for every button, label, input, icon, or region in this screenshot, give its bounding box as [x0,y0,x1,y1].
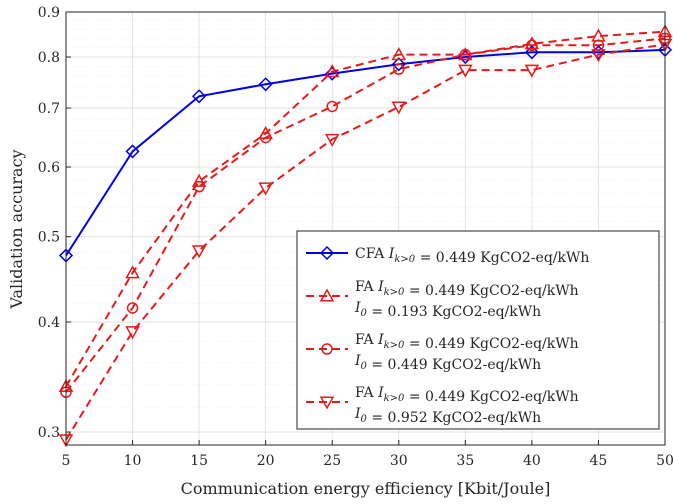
x-tick-label: 15 [190,453,208,469]
y-tick-label: 0.9 [38,5,60,21]
data-point [591,49,606,63]
y-tick-label: 0.3 [38,425,60,441]
legend-entry-1: CFA Ik>0 = 0.449 KgCO2-eq/kWh [306,245,589,266]
data-point [191,245,207,259]
x-tick-label: 35 [456,453,474,469]
series-line-1 [65,48,666,257]
x-tick-label: 20 [257,453,275,469]
x-axis-label: Communication energy efficiency [Kbit/Jo… [181,479,551,498]
data-point [391,101,407,115]
y-tick-label: 0.4 [38,315,60,331]
x-tick-label: 25 [323,453,341,469]
data-point [324,64,340,78]
data-point [125,265,140,279]
series-lines [65,30,666,441]
y-ticks: 0.3 0.4 0.5 0.6 0.7 0.8 0.9 [38,5,71,441]
legend-label: FA Ik>0 = 0.449 KgCO2-eq/kWh [355,385,579,405]
legend: CFA Ik>0 = 0.449 KgCO2-eq/kWh FA Ik>0 = 0… [296,230,660,430]
legend-marker [319,245,335,261]
data-point [326,100,338,113]
data-point [458,64,473,78]
data-point [193,180,205,193]
data-point [391,47,407,61]
data-point [391,57,406,72]
legend-label: I0 = 0.952 KgCO2-eq/kWh [354,406,541,426]
data-point [524,64,540,78]
x-tick-label: 5 [62,453,71,469]
data-point [258,77,273,92]
y-tick-label: 0.5 [38,230,60,246]
legend-label: FA Ik>0 = 0.449 KgCO2-eq/kWh [355,279,579,299]
x-tick-label: 10 [124,453,142,469]
y-tick-label: 0.7 [38,101,60,117]
plot-frame [65,11,666,446]
series-line-2 [65,30,666,387]
data-point [259,131,272,144]
data-point [126,302,139,314]
data-point [125,326,140,340]
legend-box [296,230,660,430]
legend-marker [321,343,333,355]
legend-label: FA Ik>0 = 0.449 KgCO2-eq/kWh [355,332,579,352]
x-tick-label: 50 [656,453,673,469]
data-point [526,39,538,52]
data-point [125,144,140,159]
legend-label: CFA Ik>0 = 0.449 KgCO2-eq/kWh [355,246,589,266]
legend-marker [319,288,335,302]
x-ticks: 5 10 15 20 25 30 35 40 45 50 [62,440,673,469]
series-line-4 [65,43,666,441]
y-axis-label: Validation accuracy [7,149,26,309]
data-point [258,182,273,196]
data-point [192,89,207,104]
data-point [191,173,207,187]
y-tick-label: 0.6 [38,160,60,176]
legend-label: I0 = 0.449 KgCO2-eq/kWh [354,353,541,373]
legend-label: I0 = 0.193 KgCO2-eq/kWh [354,300,541,320]
y-tick-label: 0.8 [38,50,60,66]
data-point [524,45,539,60]
series-line-3 [65,37,666,393]
x-tick-label: 45 [590,453,608,469]
data-point [393,63,405,75]
data-point [459,48,472,61]
legend-marker [319,396,335,410]
data-point [524,36,540,50]
x-tick-label: 30 [390,453,408,469]
series-markers [58,24,673,448]
x-tick-label: 40 [523,453,541,469]
data-point [324,133,340,147]
